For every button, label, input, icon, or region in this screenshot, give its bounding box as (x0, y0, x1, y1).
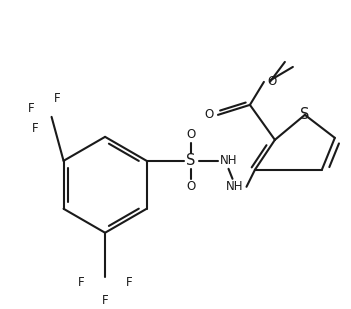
Text: F: F (78, 276, 85, 289)
Text: F: F (54, 92, 61, 105)
Text: S: S (300, 107, 310, 122)
Text: F: F (28, 102, 35, 115)
Text: NH: NH (226, 180, 243, 193)
Text: F: F (126, 276, 132, 289)
Text: NH: NH (220, 154, 237, 167)
Text: F: F (32, 122, 39, 135)
Text: O: O (267, 75, 277, 88)
Text: O: O (186, 180, 195, 193)
Text: O: O (186, 128, 195, 141)
Text: F: F (102, 294, 108, 307)
Text: O: O (204, 108, 214, 121)
Text: S: S (186, 153, 195, 168)
